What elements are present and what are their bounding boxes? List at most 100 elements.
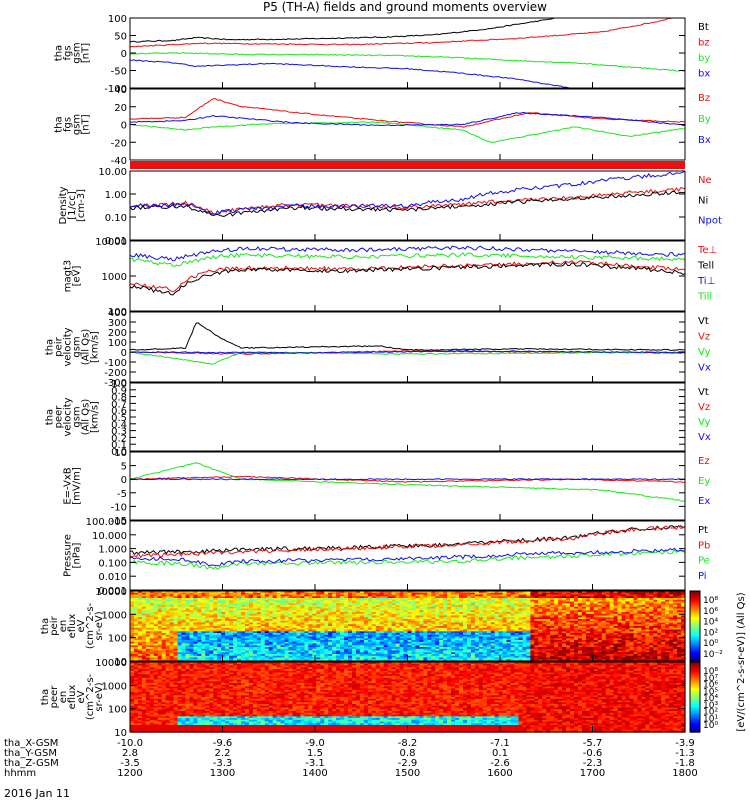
spectrogram-cell	[427, 601, 432, 604]
spectrogram-cell	[276, 605, 282, 608]
spectrogram-cell	[316, 615, 321, 618]
spectrogram-cell	[379, 606, 385, 610]
spectrogram-cell	[348, 601, 353, 604]
spectrogram-cell	[399, 620, 405, 624]
spectrogram-cell	[252, 638, 258, 641]
spectrogram-cell	[264, 624, 270, 627]
spectrogram-cell	[284, 647, 290, 650]
spectrogram-cell	[252, 634, 258, 638]
spectrogram-cell	[157, 624, 163, 627]
spectrogram-cell	[237, 599, 242, 603]
y-axis-label: (All Qs)	[81, 329, 92, 366]
spectrogram-cell	[395, 627, 401, 631]
spectrogram-cell	[371, 617, 377, 620]
spectrogram-cell	[288, 654, 294, 657]
spectrogram-cell	[161, 594, 167, 597]
spectrogram-cell	[213, 654, 218, 657]
spectrogram-cell	[387, 596, 393, 599]
spectrogram-cell	[157, 622, 163, 625]
spectrogram-cell	[181, 615, 187, 618]
spectrogram-cell	[403, 592, 409, 596]
spectrogram-cell	[229, 654, 234, 657]
spectrogram-cell	[225, 627, 230, 631]
spectrogram-cell	[304, 594, 309, 597]
spectrogram-cell	[296, 647, 302, 650]
spectrogram-cell	[371, 633, 377, 636]
series-line-red	[129, 524, 686, 559]
spectrogram-cell	[137, 610, 143, 613]
spectrogram-cell	[379, 627, 385, 631]
spectrogram-cell	[245, 636, 250, 639]
spectrogram-cell	[407, 608, 413, 611]
spectrogram-cell	[415, 615, 420, 618]
spectrogram-cell	[383, 605, 389, 608]
spectrogram-cell	[276, 643, 282, 646]
spectrogram-cell	[209, 650, 214, 653]
spectrogram-cell	[415, 641, 420, 645]
spectrogram-cell	[130, 634, 135, 638]
spectrogram-cell	[256, 648, 262, 652]
spectrogram-cell	[197, 652, 202, 655]
spectrogram-cell	[197, 629, 202, 632]
spectrogram-cell	[348, 648, 353, 652]
spectrogram-cell	[189, 594, 195, 597]
spectrogram-cell	[348, 605, 353, 608]
spectrogram-cell	[276, 617, 282, 620]
spectrogram-cell	[177, 603, 183, 606]
spectrogram-cell	[276, 598, 282, 601]
spectrogram-cell	[292, 650, 298, 653]
spectrogram-cell	[288, 645, 294, 648]
spectrogram-cell	[316, 612, 321, 615]
spectrogram-cell	[359, 655, 365, 659]
spectrogram-cell	[375, 633, 381, 636]
spectrogram-cell	[237, 592, 242, 596]
spectrogram-cell	[308, 648, 313, 652]
spectrogram-cell	[375, 629, 381, 632]
spectrogram-cell	[173, 633, 179, 636]
spectrogram-cell	[217, 641, 222, 645]
spectrogram-cell	[371, 636, 377, 639]
spectrogram-cell	[363, 626, 369, 629]
spectrogram-cell	[292, 641, 298, 645]
spectrogram-cell	[399, 599, 405, 603]
spectrogram-cell	[252, 603, 258, 606]
spectrogram-cell	[237, 615, 242, 618]
spectrogram-cell	[276, 636, 282, 639]
spectrogram-cell	[371, 608, 377, 611]
spectrogram-cell	[359, 605, 365, 608]
spectrogram-cell	[185, 594, 191, 597]
spectrogram-cell	[225, 629, 230, 632]
spectrogram-cell	[268, 626, 274, 629]
spectrogram-cell	[141, 613, 147, 617]
spectrogram-cell	[177, 606, 183, 610]
spectrogram-cell	[268, 641, 274, 645]
spectrogram-cell	[268, 624, 274, 627]
spectrogram-cell	[205, 657, 210, 660]
spectrogram-cell	[221, 605, 226, 608]
spectrogram-cell	[284, 645, 290, 648]
spectrogram-cell	[344, 634, 349, 638]
spectrogram-cell	[348, 599, 353, 603]
spectrogram-cell	[328, 601, 333, 604]
spectrogram-cell	[324, 594, 329, 597]
spectrogram-cell	[391, 627, 397, 631]
y-axis-label: magt3	[63, 260, 74, 293]
spectrogram-cell	[356, 617, 361, 620]
y-tick-label: 200	[108, 328, 127, 339]
spectrogram-cell	[197, 619, 202, 622]
spectrogram-cell	[209, 596, 214, 599]
spectrogram-cell	[264, 591, 270, 594]
spectrogram-cell	[280, 610, 286, 613]
spectrogram-cell	[145, 648, 151, 652]
spectrogram-cell	[272, 610, 278, 613]
spectrogram-cell	[371, 631, 377, 634]
series-line-red	[129, 260, 686, 293]
spectrogram-cell	[221, 641, 226, 645]
spectrogram-cell	[245, 612, 250, 615]
spectrogram-cell	[359, 594, 365, 597]
spectrogram-cell	[260, 629, 266, 632]
spectrogram-cell	[316, 610, 321, 613]
spectrogram-cell	[233, 605, 238, 608]
spectrogram-cell	[229, 605, 234, 608]
y-tick-label: 1.000	[98, 545, 127, 556]
